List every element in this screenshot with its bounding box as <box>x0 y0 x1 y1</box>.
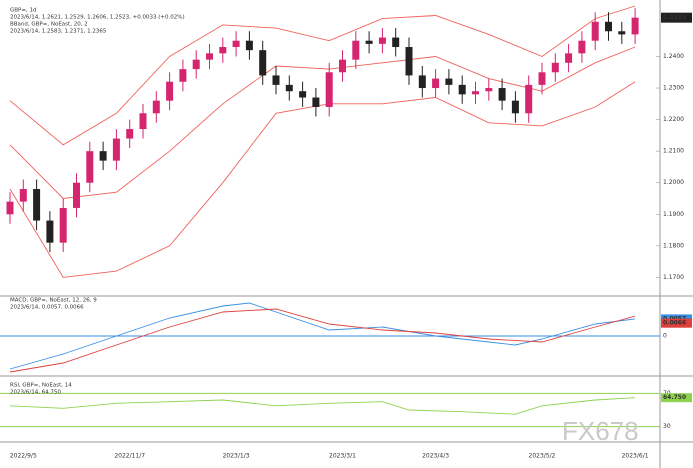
last-price-box <box>661 12 692 23</box>
indicator-line <box>9 302 636 370</box>
candle-body <box>498 88 506 101</box>
candle-body <box>206 53 213 60</box>
x-tick-label: 2022/9/5 <box>10 453 37 460</box>
candle-body <box>192 59 200 70</box>
watermark: FX678 <box>562 416 639 446</box>
x-tick-label: 2023/4/3 <box>422 453 449 460</box>
candle-body <box>365 40 373 44</box>
candle-body <box>152 100 160 114</box>
candle-body <box>19 189 27 202</box>
panel-subtitle: 2023/6/14, 64.750 <box>10 390 61 396</box>
y-tick-label: 1.2100 <box>663 148 684 155</box>
candle-body <box>418 75 426 89</box>
candle-body <box>179 69 187 82</box>
candle-body <box>445 78 453 85</box>
y-tick-label: 1.2300 <box>663 85 684 92</box>
panel-title: RSI, GBP=, NoEast, 14 <box>10 383 72 389</box>
last-value-label: 0.0066 <box>663 320 686 327</box>
y-tick-label: 1.1700 <box>663 274 684 281</box>
candle-body <box>565 53 573 63</box>
candle-body <box>33 189 41 221</box>
indicator-line <box>9 308 636 373</box>
candle-body <box>405 47 413 76</box>
candle-body <box>605 21 612 32</box>
legend-entry: 2023/6/14, 1.2583, 1.2371, 1.2365 <box>10 29 107 35</box>
candle-body <box>525 84 533 114</box>
panel-title: GBP=, 1d <box>10 8 36 14</box>
y-tick-label: 1.1900 <box>663 211 684 218</box>
panel-subtitle: 2023/6/14, 0.0057, 0.0066 <box>10 305 84 311</box>
candle-body <box>325 72 333 107</box>
panel-subtitle: 2023/6/14, 1.2621, 1.2529, 1.2606, 1.252… <box>10 15 185 21</box>
candle-body <box>219 47 227 54</box>
y-tick-label: 0 <box>663 333 667 340</box>
candle-body <box>285 84 293 92</box>
candle-body <box>339 59 346 73</box>
x-tick-label: 2023/1/3 <box>223 453 250 460</box>
candle-body <box>591 21 599 41</box>
candle-body <box>272 75 280 85</box>
last-price-label: 1.2523 <box>663 14 686 21</box>
candle-body <box>86 151 94 183</box>
candle-body <box>59 207 67 243</box>
x-tick-label: 2022/11/7 <box>114 453 145 460</box>
candle-body <box>126 129 134 139</box>
legend-entry: BBand, GBP=, NoEast, 20, 2 <box>10 22 88 28</box>
y-tick-label: 1.1800 <box>663 242 684 249</box>
candle-body <box>392 37 400 48</box>
y-tick-label: 1.2000 <box>663 179 684 186</box>
candle-body <box>112 138 120 161</box>
indicator-line <box>9 5 636 146</box>
candle-body <box>432 78 440 89</box>
last-value-label: 64.750 <box>663 394 686 401</box>
candle-body <box>166 81 174 101</box>
indicator-line <box>9 397 636 415</box>
candle-body <box>139 113 147 130</box>
candle-body <box>245 40 253 51</box>
panel-title: MACD, GBP=, NoEast, 12, 26, 9 <box>10 298 97 304</box>
candle-body <box>99 151 107 161</box>
candle-body <box>485 88 493 92</box>
candle-body <box>551 62 559 73</box>
y-tick-label: 1.2400 <box>663 53 684 60</box>
candle-body <box>458 84 466 95</box>
last-value-box <box>661 318 692 328</box>
candle-body <box>618 31 626 35</box>
candle-body <box>312 97 320 107</box>
y-tick-label: 1.2200 <box>663 116 684 123</box>
x-tick-label: 2023/5/2 <box>529 453 556 460</box>
candle-body <box>578 40 586 54</box>
candle-body <box>46 220 54 243</box>
x-tick-label: 2023/3/1 <box>329 453 356 460</box>
candle-body <box>6 201 14 215</box>
candle-body <box>511 100 519 114</box>
candle-body <box>73 182 80 208</box>
y-tick-label: 30 <box>663 423 671 430</box>
candle-body <box>378 37 386 44</box>
candle-body <box>631 17 639 35</box>
x-tick-label: 2023/6/1 <box>622 453 649 460</box>
candle-body <box>538 72 546 85</box>
candle-body <box>259 50 267 76</box>
last-value-box <box>661 393 692 403</box>
candle-body <box>352 40 360 60</box>
candle-body <box>232 40 240 48</box>
candle-body <box>299 91 307 98</box>
candle-body <box>472 91 479 95</box>
